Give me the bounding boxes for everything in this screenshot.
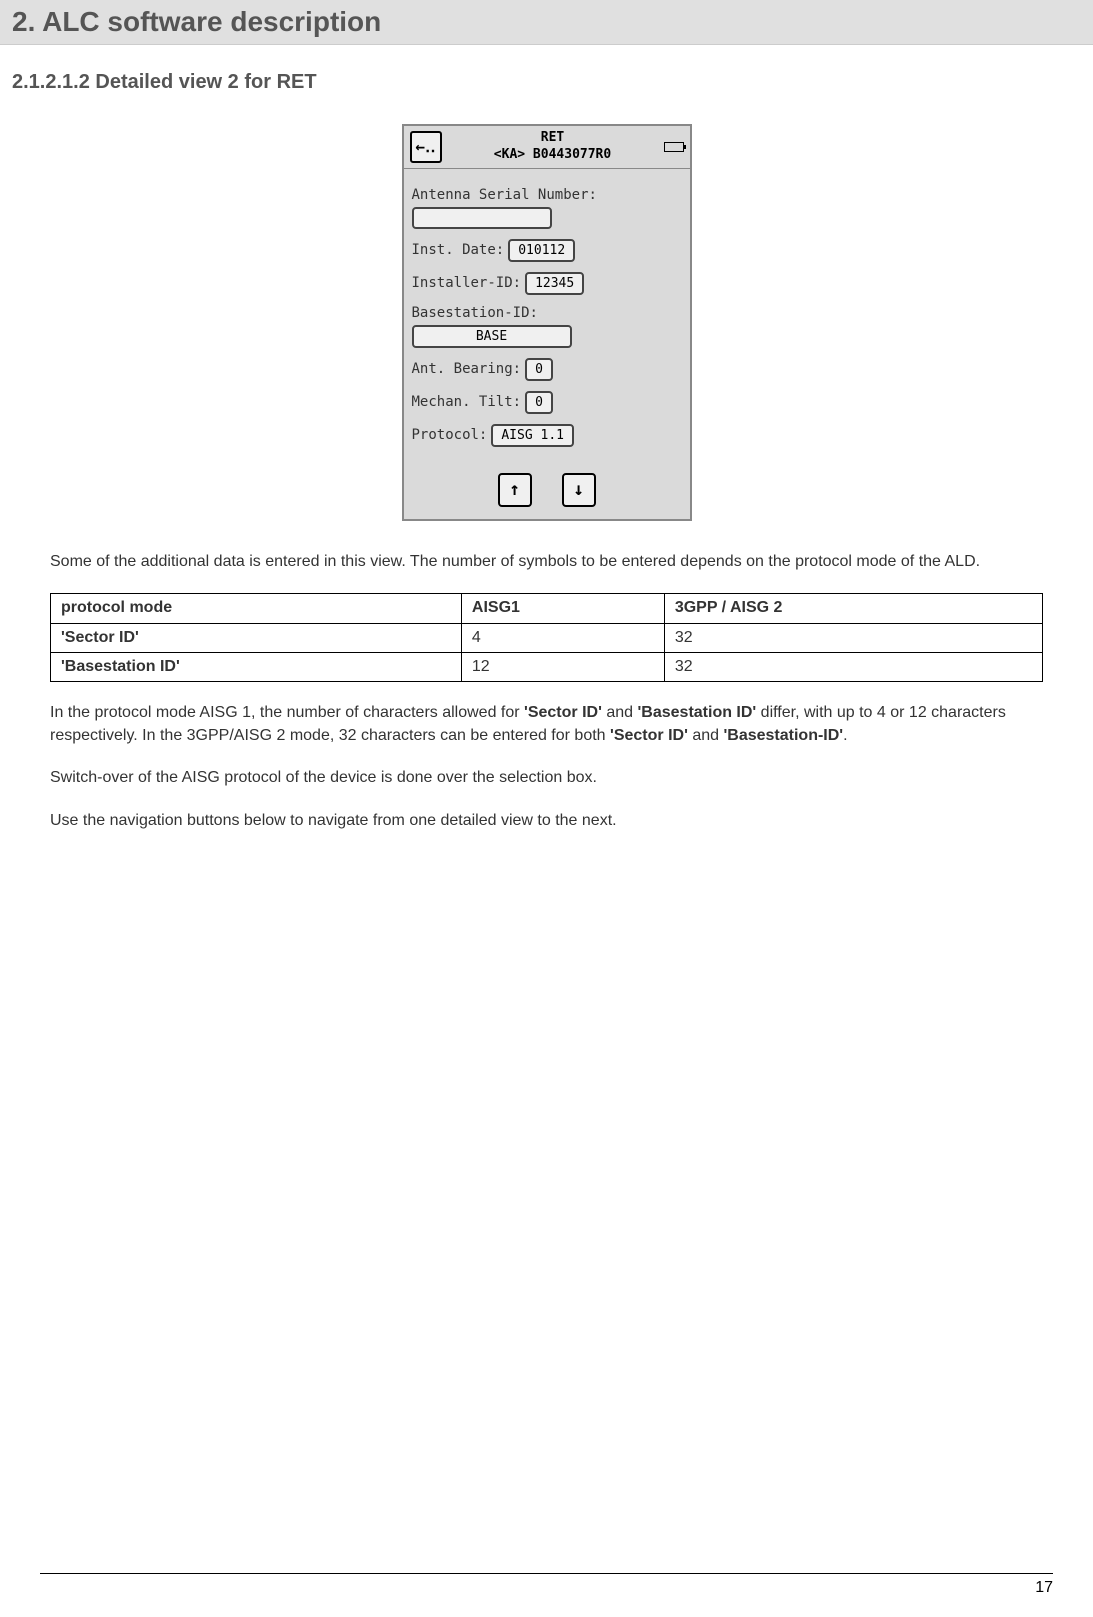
nav-up-button[interactable]: ↑ xyxy=(498,473,532,507)
table-row: 'Basestation ID' 12 32 xyxy=(51,652,1043,681)
text-span: . xyxy=(843,727,847,744)
input-protocol[interactable]: AISG 1.1 xyxy=(491,424,574,447)
label-antenna-serial: Antenna Serial Number: xyxy=(412,187,597,203)
input-antenna-serial[interactable] xyxy=(412,207,552,229)
label-protocol: Protocol: xyxy=(412,427,488,443)
text-span: In the protocol mode AISG 1, the number … xyxy=(50,704,524,721)
input-installer-id[interactable]: 12345 xyxy=(525,272,584,295)
section-header: 2. ALC software description xyxy=(0,0,1093,45)
table-header-row: protocol mode AISG1 3GPP / AISG 2 xyxy=(51,594,1043,623)
table-cell-label: 'Basestation ID' xyxy=(51,652,462,681)
para-navigation: Use the navigation buttons below to navi… xyxy=(50,810,1043,832)
table-header-aisg1: AISG1 xyxy=(461,594,664,623)
label-ant-bearing: Ant. Bearing: xyxy=(412,361,522,377)
para-explanation: In the protocol mode AISG 1, the number … xyxy=(50,702,1043,747)
para-intro: Some of the additional data is entered i… xyxy=(50,551,1043,573)
device-body: Antenna Serial Number: Inst. Date: 01011… xyxy=(404,169,690,465)
table-cell: 12 xyxy=(461,652,664,681)
subsection-header: 2.1.2.1.2 Detailed view 2 for RET xyxy=(0,45,1093,114)
device-title: RET <KA> B0443077R0 xyxy=(442,130,664,164)
label-installer-id: Installer-ID: xyxy=(412,275,522,291)
label-mechan-tilt: Mechan. Tilt: xyxy=(412,394,522,410)
table-cell: 32 xyxy=(664,623,1042,652)
back-button[interactable]: ←‥ xyxy=(410,131,442,163)
input-mechan-tilt[interactable]: 0 xyxy=(525,391,553,414)
device-screenshot: ←‥ RET <KA> B0443077R0 Antenna Serial Nu… xyxy=(0,124,1093,521)
table-cell-label: 'Sector ID' xyxy=(51,623,462,652)
bold-text: 'Basestation-ID' xyxy=(723,727,843,744)
table-cell: 32 xyxy=(664,652,1042,681)
device-header: ←‥ RET <KA> B0443077R0 xyxy=(404,126,690,169)
text-span: and xyxy=(602,704,638,721)
text-span: and xyxy=(688,727,724,744)
table-row: 'Sector ID' 4 32 xyxy=(51,623,1043,652)
table-header-aisg2: 3GPP / AISG 2 xyxy=(664,594,1042,623)
bold-text: 'Sector ID' xyxy=(524,704,602,721)
battery-icon xyxy=(664,142,684,152)
input-inst-date[interactable]: 010112 xyxy=(508,239,575,262)
device-footer: ↑ ↓ xyxy=(404,465,690,519)
device-screen: ←‥ RET <KA> B0443077R0 Antenna Serial Nu… xyxy=(402,124,692,521)
label-inst-date: Inst. Date: xyxy=(412,242,505,258)
para-switchover: Switch-over of the AISG protocol of the … xyxy=(50,767,1043,789)
device-title-line2: <KA> B0443077R0 xyxy=(442,147,664,164)
table-header-protocol-mode: protocol mode xyxy=(51,594,462,623)
page-number: 17 xyxy=(1035,1579,1053,1596)
content-text: Some of the additional data is entered i… xyxy=(0,551,1093,832)
bold-text: 'Basestation ID' xyxy=(637,704,756,721)
label-basestation-id: Basestation-ID: xyxy=(412,305,538,321)
device-title-line1: RET xyxy=(442,130,664,147)
nav-down-button[interactable]: ↓ xyxy=(562,473,596,507)
input-ant-bearing[interactable]: 0 xyxy=(525,358,553,381)
table-cell: 4 xyxy=(461,623,664,652)
input-basestation-id[interactable]: BASE xyxy=(412,325,572,348)
bold-text: 'Sector ID' xyxy=(610,727,688,744)
page-footer: 17 xyxy=(40,1573,1053,1597)
protocol-table: protocol mode AISG1 3GPP / AISG 2 'Secto… xyxy=(50,593,1043,682)
